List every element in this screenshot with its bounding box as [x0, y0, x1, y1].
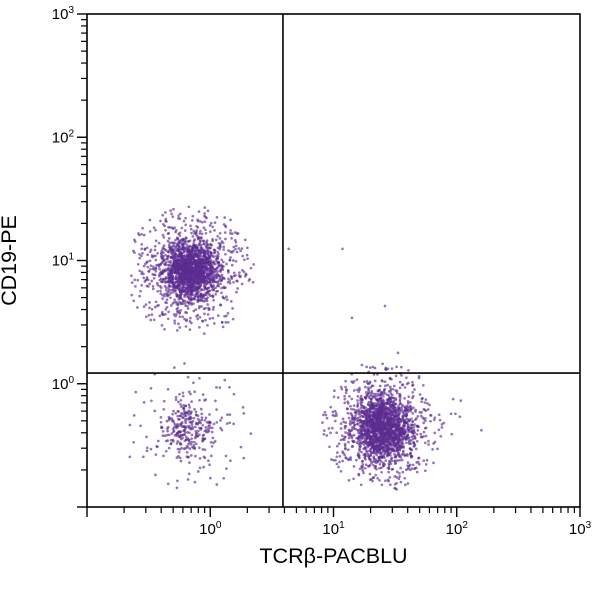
svg-text:100: 100 [52, 375, 75, 393]
svg-text:TCRβ-PACBLU: TCRβ-PACBLU [259, 544, 407, 568]
svg-text:103: 103 [52, 5, 75, 23]
svg-text:103: 103 [569, 520, 592, 538]
svg-text:101: 101 [322, 520, 345, 538]
svg-text:102: 102 [52, 128, 75, 146]
svg-text:101: 101 [52, 252, 75, 270]
svg-text:CD19-PE: CD19-PE [0, 215, 21, 306]
svg-text:100: 100 [199, 520, 222, 538]
svg-text:102: 102 [446, 520, 469, 538]
